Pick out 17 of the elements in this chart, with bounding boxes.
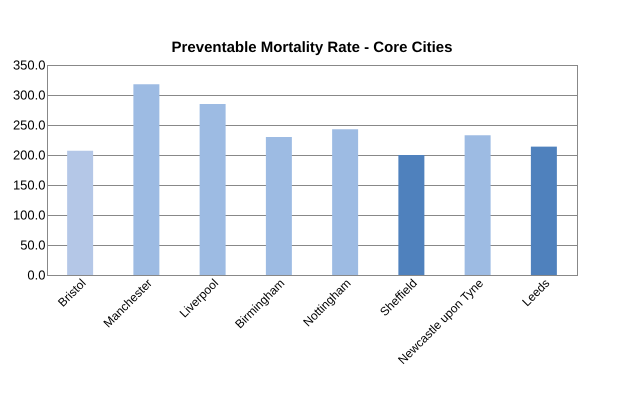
y-tick-label: 50.0 xyxy=(20,238,46,252)
y-tick-label: 250.0 xyxy=(12,118,46,132)
y-tick-label: 350.0 xyxy=(12,58,46,72)
y-tick-label: 0.0 xyxy=(27,268,46,282)
bar xyxy=(332,129,358,275)
chart-title: Preventable Mortality Rate - Core Cities xyxy=(172,39,452,56)
bar xyxy=(67,150,94,275)
y-tick-label: 100.0 xyxy=(12,208,46,222)
y-tick-label: 150.0 xyxy=(12,178,46,192)
bar xyxy=(133,84,160,275)
bar xyxy=(266,137,292,275)
y-tick-label: 300.0 xyxy=(12,88,46,102)
bar xyxy=(398,155,424,275)
bar xyxy=(464,135,491,275)
bar xyxy=(530,146,557,275)
bar xyxy=(200,104,226,275)
y-tick-label: 200.0 xyxy=(12,148,46,162)
